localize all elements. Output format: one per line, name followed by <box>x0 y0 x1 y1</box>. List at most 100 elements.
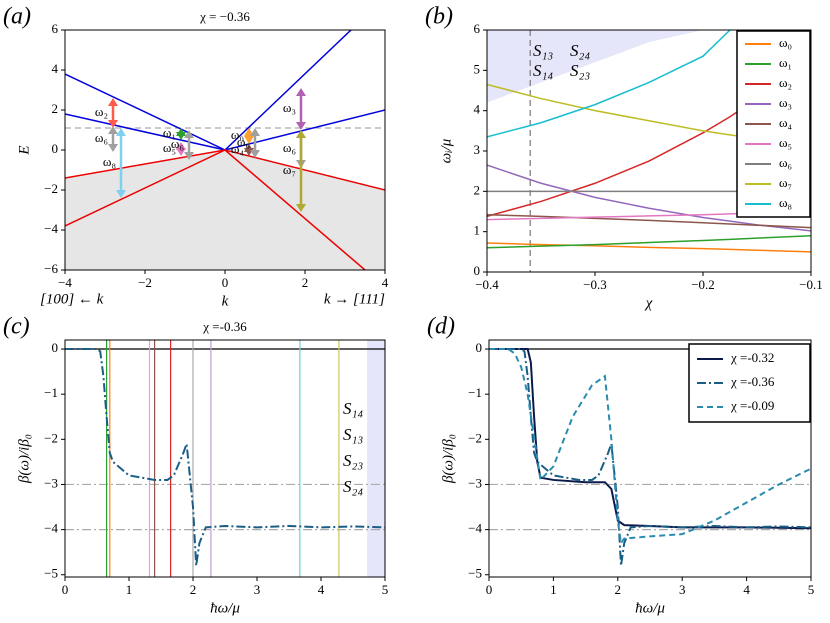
x-tick-label: 4 <box>318 582 325 597</box>
legend-label: ω₃ <box>779 95 792 110</box>
legend-box <box>736 30 811 218</box>
y-tick-label: 4 <box>474 102 481 117</box>
plot-area <box>487 30 811 272</box>
annotation: S₁₃ <box>343 425 363 444</box>
arrow-label: ω₃ <box>283 100 296 115</box>
arrow-label: ω₆ <box>171 136 184 151</box>
x-tick-label: 4 <box>382 275 389 290</box>
y-tick-label: 1 <box>474 223 481 238</box>
legend-label: ω₁ <box>779 55 792 70</box>
arrow-label: ω₈ <box>103 154 116 169</box>
y-tick-label: −4 <box>468 521 482 536</box>
arrow-head <box>108 98 118 106</box>
y-axis-label: β(ω)/iβ₀ <box>440 434 456 484</box>
x-tick-label: 2 <box>190 582 197 597</box>
arrow-label: ω₅ <box>163 140 176 155</box>
y-tick-label: −1 <box>44 385 58 400</box>
y-tick-label: −2 <box>44 430 58 445</box>
arrow-head <box>296 204 306 212</box>
y-tick-label: −3 <box>468 475 482 490</box>
annotation: S₂₄ <box>343 477 363 496</box>
series-line <box>487 30 731 138</box>
series-line <box>487 234 811 249</box>
arrow-head <box>108 120 118 128</box>
annotation: S₂₄ <box>570 41 590 60</box>
x-tick-label: −0.1 <box>799 277 823 292</box>
panel-label: (b) <box>425 4 453 30</box>
y-tick-label: −4 <box>44 221 58 236</box>
panel-label: (a) <box>3 4 31 30</box>
axes-frame <box>488 339 812 578</box>
x-axis-label: k <box>222 293 229 309</box>
y-tick-label: −1 <box>468 385 482 400</box>
x-tick-label: −2 <box>138 275 152 290</box>
x-axis-label: χ <box>644 295 653 311</box>
y-tick-label: 2 <box>474 182 481 197</box>
x-tick-label: 0 <box>486 582 493 597</box>
legend-label: ω₄ <box>779 115 793 130</box>
x-tick-label: 1 <box>126 582 133 597</box>
arrow-head <box>116 190 126 198</box>
y-tick-label: −5 <box>468 566 482 581</box>
series-line <box>65 348 385 566</box>
chart-title: χ =-0.36 <box>202 319 247 334</box>
y-tick-label: 6 <box>52 21 59 36</box>
annotation: S₁₄ <box>533 61 553 80</box>
x-tick-label: −0.2 <box>691 277 715 292</box>
y-tick-label: 0 <box>52 340 59 355</box>
legend-label: ω₅ <box>779 135 792 150</box>
arrow-head <box>184 130 194 138</box>
x-tick-label: 0 <box>222 275 229 290</box>
y-tick-label: 3 <box>474 142 481 157</box>
arrow-head <box>108 126 118 134</box>
series-line <box>487 164 811 232</box>
series-line <box>487 213 811 229</box>
arrow-head <box>184 152 194 160</box>
arrow-head <box>296 130 306 138</box>
x-tick-label: 4 <box>743 582 750 597</box>
shaded-span <box>367 340 385 577</box>
arrow-head <box>250 150 260 158</box>
y-axis-label: E <box>16 145 32 155</box>
arrow-head <box>296 122 306 130</box>
plot-area <box>65 340 385 577</box>
legend-label: ω₂ <box>779 75 792 90</box>
x-axis-label: ħω/μ <box>210 600 240 616</box>
y-tick-label: −4 <box>44 521 58 536</box>
arrow-label: ω₆ <box>95 130 108 145</box>
x-tick-label: 5 <box>808 582 815 597</box>
panel-label: (c) <box>3 314 30 340</box>
arrow-head <box>176 132 186 140</box>
y-tick-label: −2 <box>44 181 58 196</box>
x-axis-label: ħω/μ <box>635 600 665 616</box>
shaded-region <box>487 30 703 103</box>
y-tick-label: −6 <box>44 261 58 276</box>
x-tick-label: 2 <box>302 275 309 290</box>
x-tick-label: 3 <box>254 582 261 597</box>
legend-label: χ =-0.09 <box>730 398 774 413</box>
y-tick-label: −2 <box>468 430 482 445</box>
chart-title: χ = −0.36 <box>199 9 250 24</box>
arrow-head <box>108 144 118 152</box>
panel-label: (d) <box>427 314 455 340</box>
y-tick-label: 6 <box>474 21 481 36</box>
axes-frame <box>64 339 386 578</box>
y-tick-label: 5 <box>474 61 481 76</box>
legend-label: ω₆ <box>779 155 792 170</box>
filled-area <box>65 150 385 270</box>
arrow-label: ω₄ <box>231 141 245 156</box>
series-line <box>487 242 811 253</box>
x-tick-label: 0 <box>62 582 69 597</box>
annotation: S₂₃ <box>570 61 590 80</box>
legend-label: χ =-0.32 <box>730 350 774 365</box>
x-tick-label: −4 <box>58 275 72 290</box>
y-axis-label: β(ω)/iβ₀ <box>16 434 32 484</box>
arrow-head <box>244 136 254 144</box>
plot-area <box>65 30 385 270</box>
arrow-label: ω₆ <box>283 140 296 155</box>
y-axis-label: ωᵢ/μ <box>438 138 454 163</box>
arrow-head <box>176 142 186 150</box>
y-tick-label: 0 <box>474 263 481 278</box>
annotation: k → [111] <box>324 291 385 307</box>
